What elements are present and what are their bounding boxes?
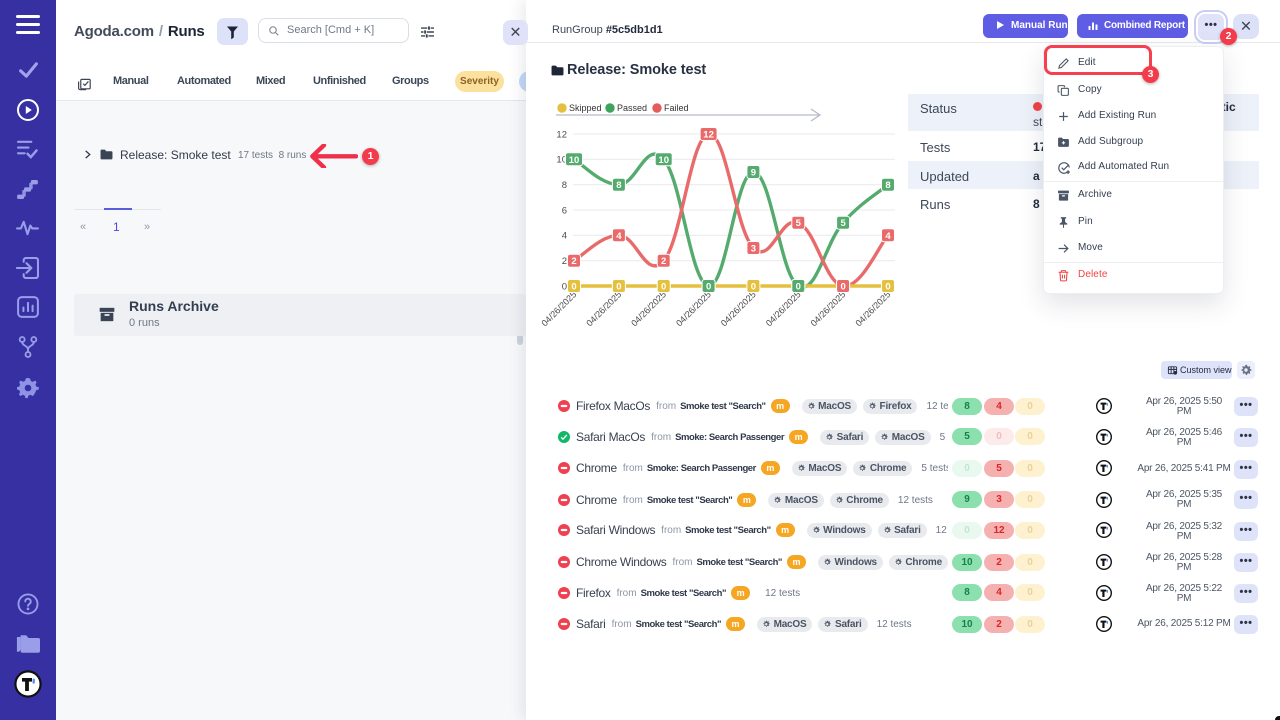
svg-text:2: 2 <box>661 256 666 267</box>
svg-text:0: 0 <box>571 282 576 293</box>
svg-text:Failed: Failed <box>664 103 689 113</box>
svg-text:04/26/2025: 04/26/2025 <box>629 289 668 328</box>
svg-text:10: 10 <box>569 155 580 166</box>
svg-text:0: 0 <box>751 282 756 293</box>
svg-text:2: 2 <box>571 256 576 267</box>
svg-text:5: 5 <box>796 218 802 229</box>
svg-text:10: 10 <box>556 155 567 166</box>
svg-text:10: 10 <box>658 155 669 166</box>
svg-text:6: 6 <box>562 205 567 216</box>
svg-text:8: 8 <box>562 180 567 191</box>
svg-text:8: 8 <box>885 180 890 191</box>
svg-text:5: 5 <box>840 218 846 229</box>
svg-text:4: 4 <box>885 231 891 242</box>
svg-text:4: 4 <box>562 231 567 242</box>
svg-text:2: 2 <box>562 256 567 267</box>
svg-text:04/26/2025: 04/26/2025 <box>719 289 758 328</box>
svg-text:12: 12 <box>556 129 567 140</box>
svg-text:0: 0 <box>616 282 621 293</box>
svg-text:0: 0 <box>796 282 801 293</box>
svg-text:0: 0 <box>840 282 845 293</box>
svg-text:0: 0 <box>661 282 666 293</box>
svg-text:0: 0 <box>885 282 890 293</box>
svg-text:04/26/2025: 04/26/2025 <box>539 289 578 328</box>
svg-text:4: 4 <box>616 231 622 242</box>
svg-text:Skipped: Skipped <box>569 103 602 113</box>
svg-text:04/26/2025: 04/26/2025 <box>764 289 803 328</box>
svg-text:0: 0 <box>562 281 567 292</box>
svg-text:04/26/2025: 04/26/2025 <box>853 289 892 328</box>
svg-text:12: 12 <box>703 130 714 141</box>
svg-text:04/26/2025: 04/26/2025 <box>809 289 848 328</box>
svg-text:Passed: Passed <box>617 103 647 113</box>
svg-text:3: 3 <box>751 244 756 255</box>
svg-text:8: 8 <box>616 180 621 191</box>
svg-text:0: 0 <box>706 282 711 293</box>
svg-text:04/26/2025: 04/26/2025 <box>674 289 713 328</box>
svg-text:04/26/2025: 04/26/2025 <box>584 289 623 328</box>
svg-text:9: 9 <box>751 168 756 179</box>
